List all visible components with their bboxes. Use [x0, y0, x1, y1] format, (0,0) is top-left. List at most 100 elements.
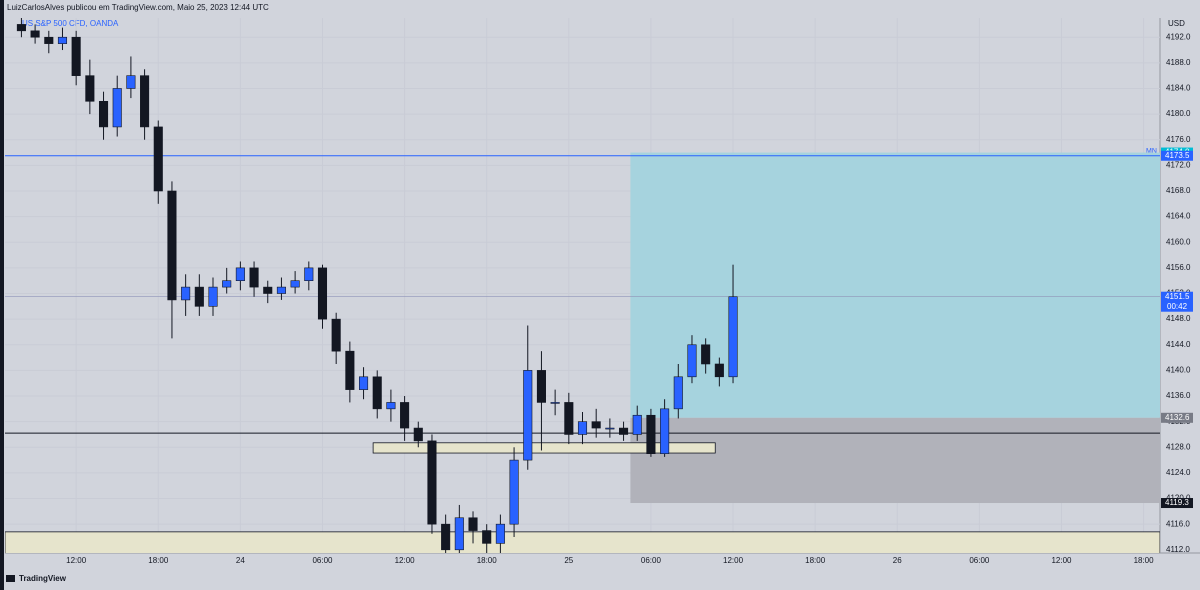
candle-body — [345, 350, 355, 390]
price-label: 4151.5 — [1165, 292, 1190, 301]
countdown: 00:42 — [1167, 302, 1188, 311]
y-tick-label: 4124.0 — [1166, 468, 1191, 477]
x-tick-label: 06:00 — [641, 556, 662, 565]
x-tick-label: 06:00 — [969, 556, 990, 565]
candle-body — [728, 296, 738, 378]
price-label-box — [1161, 412, 1193, 423]
candle-body — [126, 75, 136, 89]
candle-body — [85, 75, 95, 102]
candle-body — [44, 36, 54, 44]
logo — [6, 575, 15, 582]
candle-body — [482, 530, 492, 544]
candle-body — [619, 427, 629, 435]
candle-body — [413, 427, 423, 442]
candle-body — [167, 190, 177, 301]
price-label: 4132.6 — [1165, 413, 1190, 422]
y-tick-label: 4184.0 — [1166, 84, 1191, 93]
x-tick-label: 25 — [564, 556, 573, 565]
frame — [0, 0, 4, 590]
candle-body — [673, 376, 683, 410]
line-tag: MN — [1146, 148, 1157, 155]
candle-body — [57, 36, 68, 44]
x-tick-label: 18:00 — [805, 556, 826, 565]
candle-body — [249, 267, 259, 288]
candle-body — [714, 363, 724, 378]
candle-body — [263, 286, 273, 294]
candle-body — [317, 267, 328, 320]
candle-body — [98, 100, 109, 128]
stop-zone — [630, 417, 1160, 504]
brand: TradingView — [6, 574, 67, 583]
y-tick-label: 4156.0 — [1166, 263, 1191, 272]
x-tick-label: 12:00 — [66, 556, 87, 565]
brand-name: TradingView — [19, 574, 67, 583]
y-tick-label: 4148.0 — [1166, 314, 1191, 323]
price-label: 4173.5 — [1165, 151, 1190, 160]
currency: USD — [1168, 19, 1185, 28]
candle-body — [536, 370, 546, 403]
candle-body — [564, 402, 574, 435]
candle-body — [222, 280, 232, 288]
header: LuizCarlosAlves publicou em TradingView.… — [7, 3, 269, 12]
candle-body — [140, 75, 150, 128]
zone — [372, 442, 716, 454]
candle-body — [577, 421, 588, 435]
candle-body — [290, 280, 300, 288]
y-tick-label: 4128.0 — [1166, 442, 1191, 451]
x-tick-label: 12:00 — [1051, 556, 1072, 565]
candle-body — [605, 427, 615, 430]
plot — [5, 18, 1160, 553]
y-tick-label: 4188.0 — [1166, 58, 1191, 67]
zone — [5, 531, 1160, 553]
candle-body — [523, 370, 533, 461]
y-tick-label: 4116.0 — [1166, 519, 1190, 528]
candle-body — [194, 286, 204, 307]
candle-body — [550, 402, 560, 404]
candle-body — [153, 126, 163, 192]
candle-body — [386, 402, 396, 410]
candle-body — [591, 421, 601, 429]
x-tick-label: 18:00 — [148, 556, 169, 565]
candle-body — [372, 376, 382, 410]
y-tick-label: 4164.0 — [1166, 212, 1191, 221]
candle-body — [646, 414, 656, 454]
y-tick-label: 4180.0 — [1166, 109, 1191, 118]
candle-body — [71, 36, 81, 76]
candle-body — [701, 344, 711, 365]
y-tick-label: 4112.0 — [1166, 545, 1190, 554]
candle-body — [112, 88, 122, 128]
y-tick-label: 4160.0 — [1166, 237, 1191, 246]
candle-body — [660, 408, 670, 454]
candle-body — [427, 440, 437, 525]
candle-body — [181, 286, 191, 301]
y-tick-label: 4168.0 — [1166, 186, 1191, 195]
y-tick-label: 4176.0 — [1166, 135, 1191, 144]
price-label: 4119.3 — [1165, 498, 1189, 507]
candle-body — [359, 376, 369, 390]
axes: 4112.04116.04120.04124.04128.04132.04136… — [66, 32, 1193, 565]
candle-body — [304, 267, 314, 281]
candle-body — [331, 318, 341, 352]
symbol: US S&P 500 CFD, OANDA — [22, 19, 119, 28]
candle-body — [30, 30, 40, 38]
candle-body — [632, 414, 642, 435]
price-label-box — [1161, 498, 1193, 509]
candle-body — [509, 459, 519, 525]
x-tick-label: 24 — [236, 556, 245, 565]
target-zone — [630, 152, 1160, 418]
candle-body — [400, 402, 410, 429]
y-tick-label: 4172.0 — [1166, 160, 1191, 169]
y-tick-label: 4140.0 — [1166, 366, 1191, 375]
candle-body — [208, 286, 218, 307]
candle-body — [468, 517, 478, 531]
y-tick-label: 4136.0 — [1166, 391, 1191, 400]
x-tick-label: 18:00 — [477, 556, 498, 565]
price-label-box — [1161, 291, 1193, 312]
candle-body — [454, 517, 464, 551]
x-tick-label: 18:00 — [1134, 556, 1155, 565]
x-tick-label: 12:00 — [395, 556, 416, 565]
y-tick-label: 4192.0 — [1166, 32, 1191, 41]
candle-body — [687, 344, 697, 378]
